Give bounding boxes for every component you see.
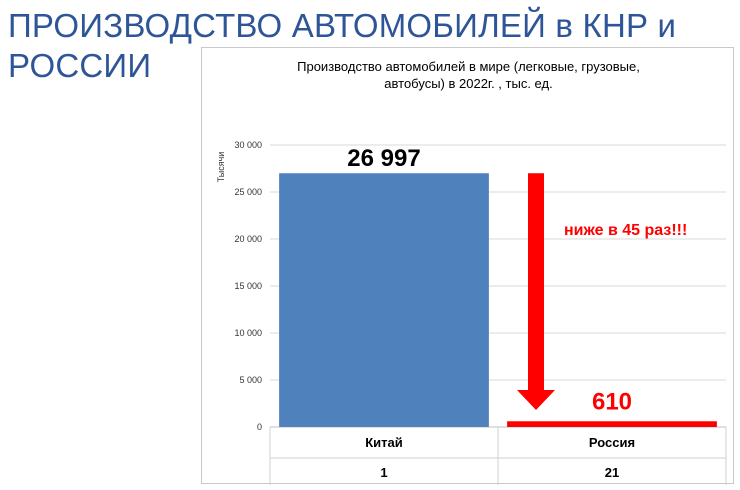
y-tick-label: 0 — [257, 422, 262, 432]
bar-chart: 0 5 000 10 000 15 000 20 000 25 000 30 000 Тыся… — [216, 140, 727, 485]
slide-title: ПРОИЗВОДСТВО АВТОМОБИЛЕЙ в КНР и РОССИИ — [8, 6, 738, 86]
value-label-russia: 610 — [592, 388, 632, 415]
rank-label: 1 — [380, 465, 387, 480]
chart-title: Производство автомобилей в мире (легковы… — [202, 58, 735, 92]
chart-frame: Производство автомобилей в мире (легковы… — [201, 47, 735, 485]
slide-title-line2: РОССИИ — [8, 47, 152, 84]
arrow-head — [517, 390, 555, 410]
chart-title-line2: автобусы) в 2022г. , тыс. ед. — [384, 76, 553, 91]
y-tick-label: 30 000 — [234, 140, 262, 150]
slide-title-line1: ПРОИЗВОДСТВО АВТОМОБИЛЕЙ в КНР и — [8, 7, 677, 44]
y-axis-label: Тысячи — [216, 152, 226, 183]
rank-label: 21 — [605, 465, 619, 480]
y-tick-label: 10 000 — [234, 328, 262, 338]
annotation-text: ниже в 45 раз!!! — [564, 222, 687, 239]
bar-0 — [279, 173, 489, 427]
y-tick-label: 25 000 — [234, 187, 262, 197]
arrow-shaft — [528, 173, 544, 390]
category-label: Россия — [589, 435, 635, 450]
y-tick-label: 20 000 — [234, 234, 262, 244]
y-tick-label: 15 000 — [234, 281, 262, 291]
category-label: Китай — [365, 435, 403, 450]
bar-1 — [507, 421, 717, 427]
value-label-china: 26 997 — [347, 145, 420, 172]
y-tick-label: 5 000 — [239, 375, 262, 385]
chart-title-line1: Производство автомобилей в мире (легковы… — [297, 59, 640, 74]
